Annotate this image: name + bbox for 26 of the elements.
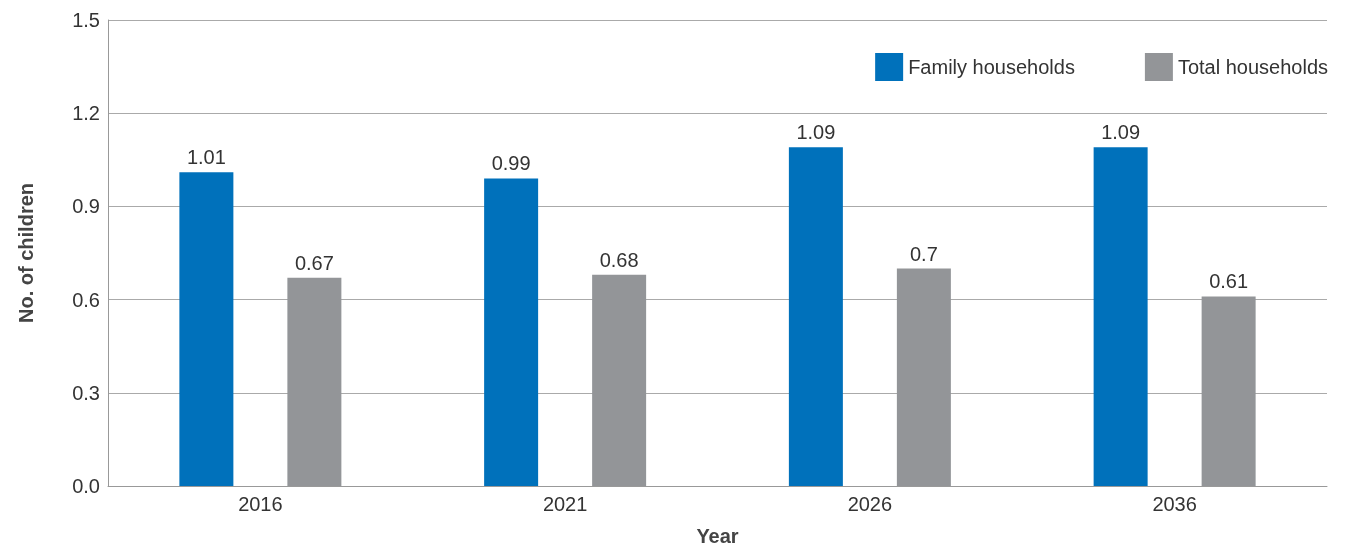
bar — [484, 178, 539, 486]
data-label: 0.7 — [909, 242, 938, 265]
x-tick-label: 2036 — [1152, 493, 1197, 515]
y-tick-label: 0.6 — [72, 288, 100, 311]
bar — [788, 147, 843, 486]
bar — [1093, 147, 1148, 486]
legend-label: Total households — [1177, 56, 1328, 78]
data-label: 0.67 — [294, 251, 334, 274]
y-axis-title: No. of children — [15, 183, 37, 323]
x-tick-label: 2026 — [847, 493, 893, 515]
y-tick-label: 0.0 — [72, 475, 100, 497]
x-axis-title: Year — [696, 525, 739, 547]
x-tick-label: 2021 — [542, 493, 588, 515]
data-label: 0.99 — [491, 152, 531, 175]
bar — [179, 172, 234, 486]
data-label: 1.09 — [796, 121, 836, 144]
x-tick-label: 2016 — [238, 493, 283, 515]
data-label: 0.61 — [1209, 270, 1249, 293]
y-tick-label: 0.3 — [72, 381, 100, 404]
data-label: 1.09 — [1101, 121, 1141, 144]
data-label: 1.01 — [186, 146, 226, 169]
legend-label: Family households — [908, 56, 1075, 78]
y-tick-label: 1.2 — [72, 102, 100, 125]
y-tick-label: 0.9 — [72, 195, 100, 218]
data-label: 0.68 — [599, 248, 639, 271]
y-tick-label: 1.5 — [72, 9, 100, 31]
